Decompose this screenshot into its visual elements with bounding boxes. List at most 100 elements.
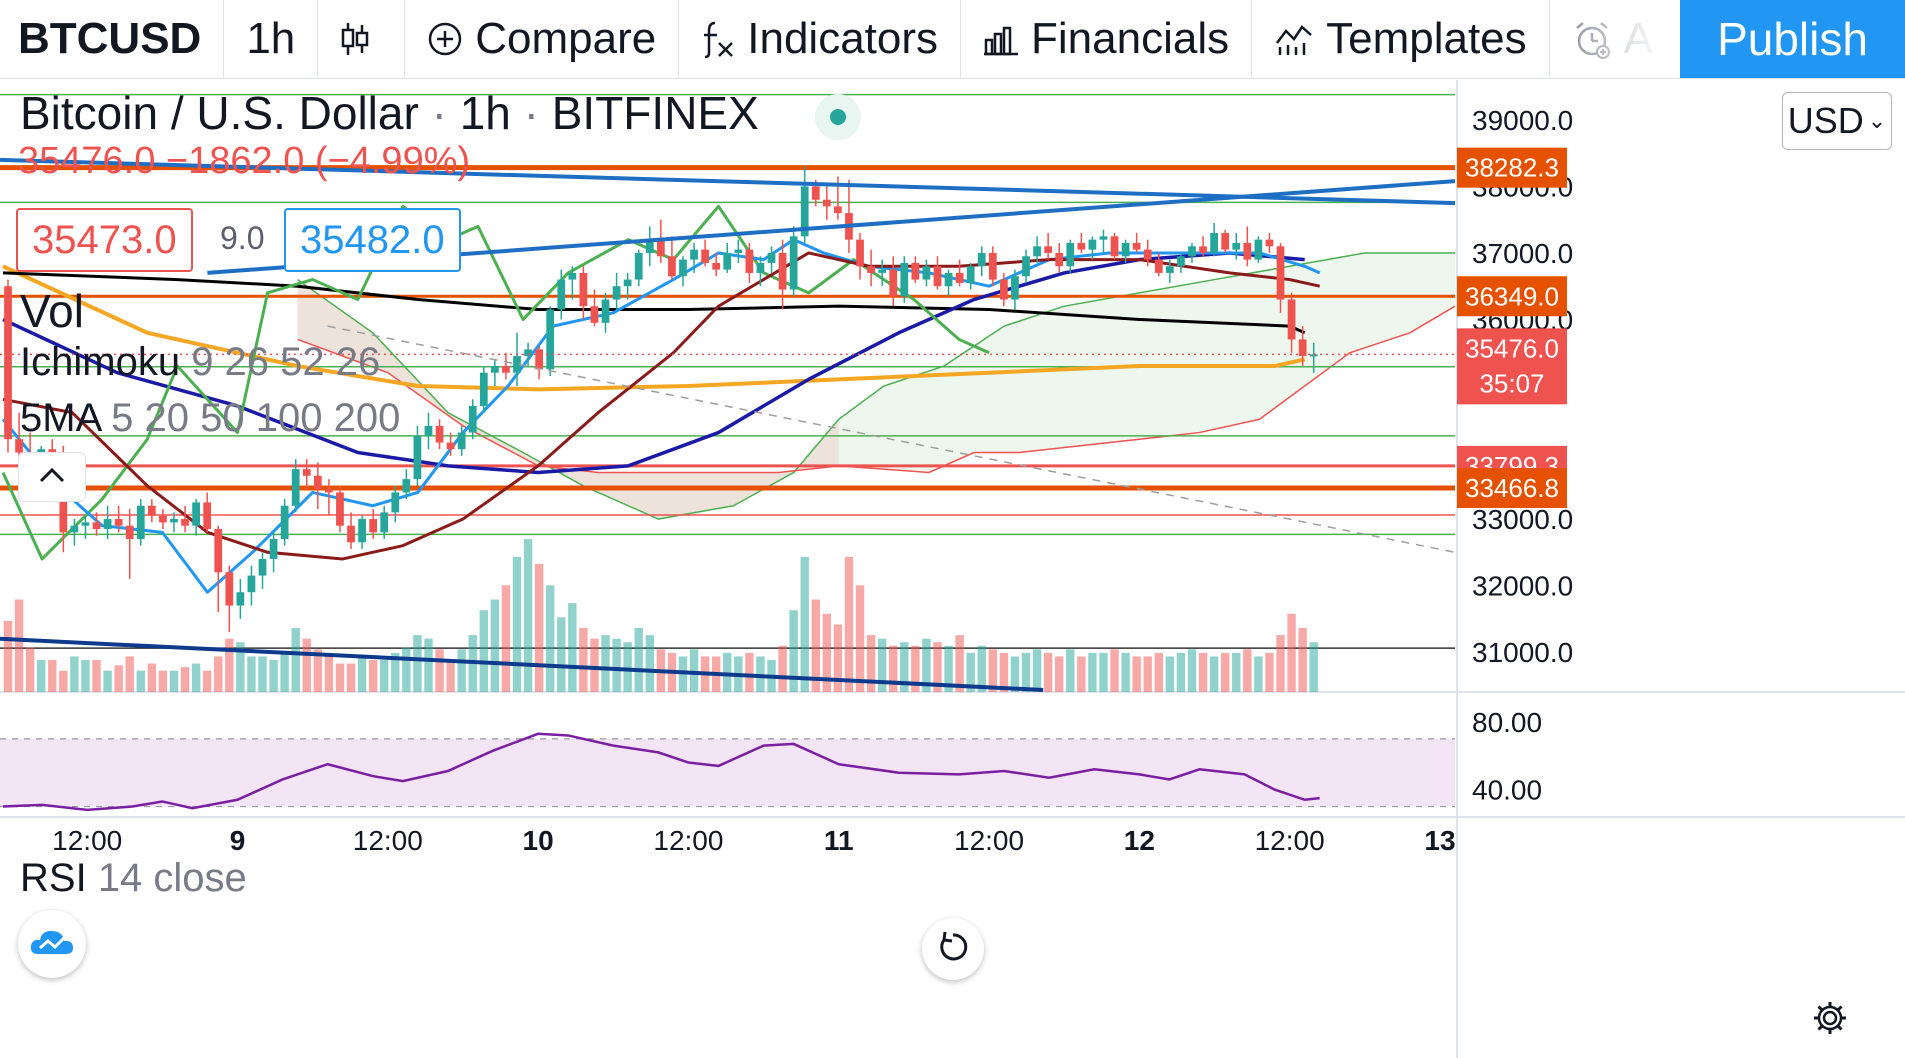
volume-bar bbox=[855, 585, 865, 692]
volume-bar bbox=[457, 649, 466, 692]
symbol-label: BTCUSD bbox=[18, 14, 202, 63]
candle-body bbox=[103, 519, 112, 530]
rsi-legend[interactable]: RSI 14 close bbox=[20, 856, 247, 901]
buy-price-box[interactable]: 35482.0 bbox=[284, 208, 461, 272]
interval-button[interactable]: 1h bbox=[224, 0, 319, 78]
ichimoku-label: Ichimoku bbox=[20, 340, 181, 384]
sell-price-box[interactable]: 35473.0 bbox=[16, 208, 193, 272]
candle-body bbox=[513, 356, 521, 373]
candle-body bbox=[1276, 246, 1285, 300]
candle-body bbox=[1143, 249, 1152, 260]
candle-body bbox=[1232, 242, 1241, 250]
volume-bar bbox=[1232, 652, 1241, 692]
collapse-legend-button[interactable] bbox=[18, 452, 86, 502]
candle-body bbox=[1022, 256, 1030, 277]
time-tick-label: 12:00 bbox=[353, 825, 423, 856]
volume-bar bbox=[866, 635, 876, 692]
volume-bar bbox=[3, 620, 13, 692]
ask-value: 35482.0 bbox=[300, 217, 445, 262]
symbol-search-button[interactable]: BTCUSD bbox=[0, 0, 225, 78]
settings-gear-icon[interactable] bbox=[1812, 1000, 1848, 1041]
ichimoku-legend[interactable]: Ichimoku 9 26 52 26 bbox=[20, 340, 380, 385]
candle-body bbox=[1165, 266, 1174, 273]
volume-bar bbox=[568, 603, 577, 692]
volume-bar bbox=[723, 652, 732, 692]
volume-bar bbox=[877, 638, 887, 692]
volume-bar bbox=[1287, 613, 1296, 692]
volume-bar bbox=[1099, 652, 1108, 692]
volume-bar bbox=[1220, 652, 1230, 692]
volume-bar bbox=[1176, 652, 1186, 692]
reset-chart-button[interactable] bbox=[922, 918, 984, 980]
currency-select[interactable]: USD ⌄ bbox=[1782, 92, 1892, 150]
volume-bar bbox=[136, 670, 145, 692]
reset-icon bbox=[936, 930, 970, 969]
vol-legend[interactable]: Vol bbox=[20, 284, 84, 338]
volume-bar bbox=[313, 649, 323, 692]
chart-style-button[interactable] bbox=[318, 0, 406, 78]
price-badge-bg bbox=[1457, 147, 1567, 188]
volume-bar bbox=[25, 647, 35, 692]
candle-body bbox=[944, 272, 953, 287]
templates-button[interactable]: Templates bbox=[1252, 0, 1550, 78]
candle-body bbox=[358, 519, 366, 543]
volume-bar bbox=[512, 556, 522, 692]
volume-bar bbox=[955, 635, 964, 692]
candle-body bbox=[723, 252, 732, 270]
candle-body bbox=[147, 505, 156, 516]
candle-body bbox=[4, 286, 12, 440]
candle-body bbox=[1121, 242, 1130, 257]
volume-bar bbox=[81, 660, 90, 692]
cloud-logo-icon bbox=[28, 926, 76, 963]
price-change-text: 35476.0 −1862.0 (−4.99%) bbox=[18, 140, 471, 182]
volume-bar bbox=[202, 670, 212, 692]
volume-bar bbox=[36, 660, 46, 692]
candle-body bbox=[557, 279, 566, 310]
volume-bar bbox=[933, 642, 942, 692]
volume-bar bbox=[413, 635, 422, 692]
market-status-indicator[interactable] bbox=[815, 94, 861, 140]
volume-bar bbox=[1143, 656, 1152, 692]
candle-body bbox=[347, 525, 355, 543]
candle-body bbox=[822, 199, 831, 207]
title-interval: 1h bbox=[459, 87, 511, 139]
volume-bar bbox=[1021, 652, 1031, 692]
publish-button[interactable]: Publish bbox=[1680, 0, 1905, 78]
candle-body bbox=[1110, 236, 1119, 257]
candle-body bbox=[446, 442, 455, 450]
price-tick-label: 32000.0 bbox=[1472, 571, 1573, 602]
price-badge-label: 36349.0 bbox=[1465, 281, 1559, 311]
candle-body bbox=[933, 266, 942, 287]
candle-body bbox=[380, 512, 389, 533]
candle-body bbox=[756, 262, 765, 273]
volume-bar bbox=[911, 645, 920, 692]
tradingview-logo-button[interactable] bbox=[18, 910, 86, 978]
volume-bar bbox=[324, 656, 334, 692]
volume-bar bbox=[48, 660, 57, 692]
financials-button[interactable]: Financials bbox=[961, 0, 1253, 78]
price-tick-label: 39000.0 bbox=[1472, 105, 1573, 136]
candle-body bbox=[1044, 246, 1053, 253]
price-axis: 31000.032000.033000.036000.037000.038000… bbox=[1457, 105, 1573, 668]
volume-bar bbox=[1010, 656, 1020, 692]
candle-body bbox=[590, 306, 599, 323]
candle-body bbox=[1188, 246, 1196, 257]
tenkan-sen-line bbox=[1, 238, 1321, 594]
volume-bar bbox=[844, 556, 854, 692]
candle-body bbox=[1033, 246, 1041, 257]
candle-body bbox=[1254, 239, 1263, 260]
volume-bar bbox=[357, 656, 367, 692]
ma-legend[interactable]: 5MA 5 20 50 100 200 bbox=[20, 396, 400, 441]
candle-body bbox=[70, 525, 79, 533]
candle-body bbox=[491, 366, 499, 373]
volume-bar bbox=[479, 610, 489, 692]
volume-bar bbox=[125, 656, 134, 692]
indicators-button[interactable]: Indicators bbox=[679, 0, 962, 78]
toolbar-fade bbox=[1572, 0, 1682, 78]
volume-bar bbox=[1265, 652, 1274, 692]
compare-button[interactable]: Compare bbox=[405, 0, 680, 78]
volume-bar bbox=[999, 652, 1009, 692]
candle-body bbox=[645, 239, 654, 253]
volume-bar bbox=[291, 628, 300, 692]
candle-body bbox=[1298, 339, 1307, 357]
